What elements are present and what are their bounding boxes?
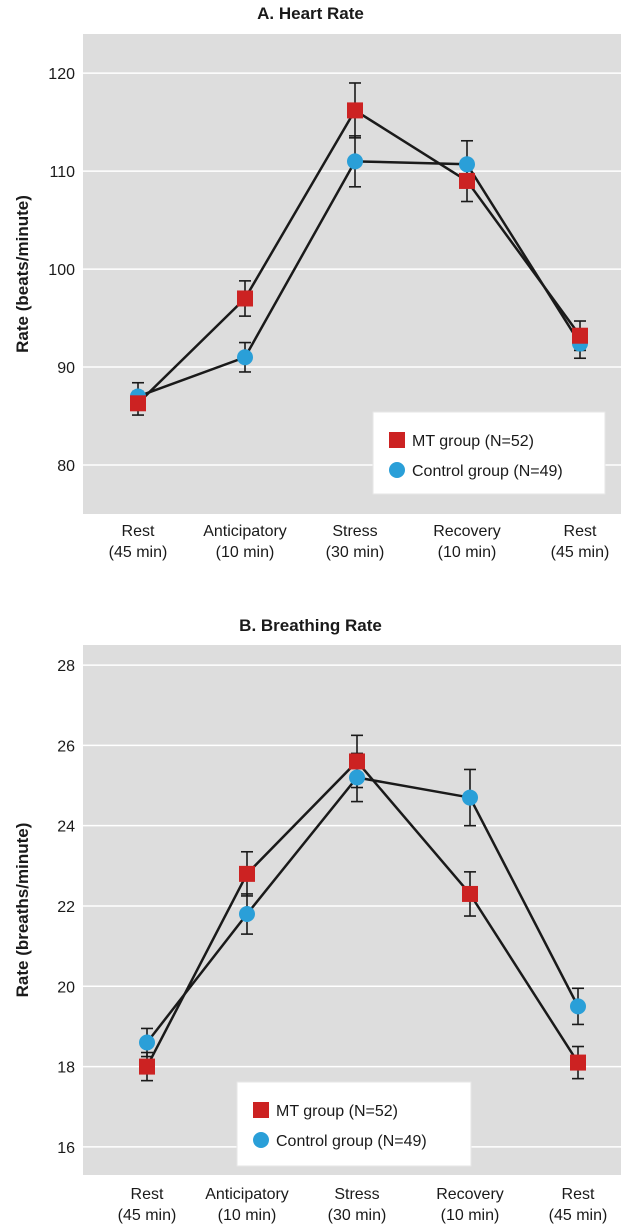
- y-axis-label: Rate (breaths/minute): [13, 823, 32, 998]
- chart-b-title: B. Breathing Rate: [239, 616, 382, 635]
- y-axis-label: Rate (beats/minute): [13, 195, 32, 353]
- data-point-mt: [570, 1054, 586, 1071]
- legend-marker-mt: [253, 1102, 269, 1118]
- x-tick-label: Recovery (10 min): [436, 1186, 504, 1224]
- data-point-control: [139, 1034, 155, 1051]
- x-tick-label: Rest (45 min): [118, 1186, 177, 1224]
- data-point-mt: [239, 865, 255, 882]
- y-tick-label: 120: [48, 66, 75, 83]
- chart-a: 80 90 100 110 120 Rate (beats/minute) Rest (45 …: [13, 34, 621, 561]
- y-tick-label: 26: [57, 738, 75, 755]
- chart-a-title: A. Heart Rate: [257, 4, 364, 23]
- data-point-control: [239, 906, 255, 923]
- data-point-mt: [462, 885, 478, 902]
- x-tick-label: Rest (45 min): [551, 523, 610, 561]
- data-point-mt: [139, 1058, 155, 1075]
- data-point-control: [347, 153, 363, 170]
- y-tick-label: 22: [57, 899, 75, 916]
- data-point-mt: [572, 327, 588, 344]
- data-point-control: [570, 998, 586, 1015]
- data-point-mt: [237, 290, 253, 307]
- y-tick-label: 28: [57, 658, 75, 675]
- x-tick-label: Stress (30 min): [328, 1186, 387, 1224]
- data-point-mt: [347, 102, 363, 119]
- data-point-mt: [349, 753, 365, 770]
- x-tick-label: Anticipatory (10 min): [203, 523, 287, 561]
- legend-label: Control group (N=49): [276, 1133, 427, 1150]
- data-point-control: [349, 769, 365, 786]
- x-tick-label: Stress (30 min): [326, 523, 385, 561]
- data-point-mt: [459, 172, 475, 189]
- y-tick-label: 110: [49, 164, 75, 181]
- y-tick-label: 100: [48, 262, 75, 279]
- x-tick-label: Rest (45 min): [549, 1186, 608, 1224]
- legend-box: [372, 411, 606, 495]
- legend-marker-control: [389, 462, 405, 478]
- legend: MT group (N=52) Control group (N=49): [236, 1081, 472, 1167]
- y-tick-label: 90: [57, 360, 75, 377]
- data-point-control: [237, 349, 253, 366]
- legend-label: Control group (N=49): [412, 463, 563, 480]
- y-tick-label: 80: [57, 458, 75, 475]
- data-point-mt: [130, 395, 146, 412]
- legend-marker-mt: [389, 432, 405, 448]
- legend-marker-control: [253, 1132, 269, 1148]
- chart-b: 16 18 20 22 24 26 28 Rate (breaths/minute) Rest(…: [13, 645, 621, 1224]
- x-tick-label: Anticipatory (10 min): [205, 1186, 289, 1224]
- data-point-control: [462, 789, 478, 806]
- x-tick-label: Rest (45 min): [109, 523, 168, 561]
- legend: MT group (N=52) Control group (N=49): [372, 411, 606, 495]
- y-tick-label: 18: [57, 1060, 75, 1077]
- data-point-control: [459, 156, 475, 173]
- legend-box: [236, 1081, 472, 1167]
- legend-label: MT group (N=52): [276, 1103, 398, 1120]
- legend-label: MT group (N=52): [412, 433, 534, 450]
- y-tick-label: 16: [57, 1140, 75, 1157]
- x-tick-label: Recovery (10 min): [433, 523, 501, 561]
- y-tick-label: 24: [57, 819, 75, 836]
- y-tick-label: 20: [57, 979, 75, 996]
